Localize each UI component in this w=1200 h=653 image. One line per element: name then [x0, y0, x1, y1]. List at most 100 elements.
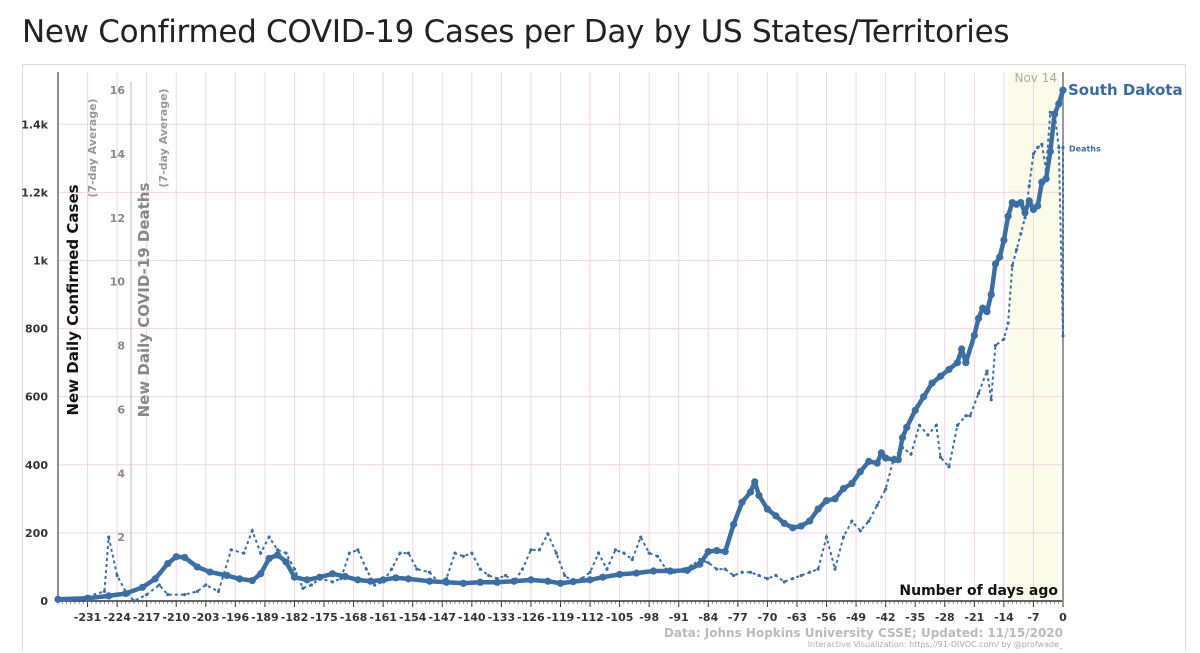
deaths-point — [275, 548, 280, 552]
x-tick-label: -28 — [935, 611, 955, 624]
y2-axis-sublabel: (7-day Average) — [157, 88, 170, 187]
x-tick-label: -175 — [310, 611, 338, 624]
y2-tick-label: 6 — [117, 403, 125, 416]
deaths-point — [605, 567, 609, 571]
deaths-point — [470, 551, 474, 555]
cases-point — [425, 577, 434, 585]
deaths-point — [841, 535, 846, 539]
cases-point — [974, 314, 983, 322]
deaths-point — [900, 446, 905, 450]
cases-point — [282, 558, 290, 566]
x-tick-label: -35 — [905, 611, 925, 624]
cases-point — [789, 524, 797, 532]
deaths-point — [926, 433, 930, 437]
cases-point — [172, 553, 180, 561]
deaths-point — [732, 573, 736, 578]
deaths-point — [791, 577, 795, 581]
cases-point — [206, 568, 214, 576]
x-tick-label: -63 — [787, 611, 807, 624]
y-tick-label: 1.2k — [21, 186, 48, 199]
deaths-point — [339, 577, 343, 581]
y2-tick-label: 2 — [117, 531, 125, 544]
cases-point — [1004, 212, 1012, 220]
deaths-point — [976, 391, 981, 396]
deaths-point — [301, 586, 305, 590]
deaths-point — [858, 529, 862, 533]
deaths-point — [1052, 110, 1057, 114]
deaths-point — [968, 414, 972, 418]
deaths-point — [157, 583, 161, 587]
deaths-point — [892, 455, 896, 459]
y-axis-label: New Daily Confirmed Cases — [64, 184, 82, 415]
grid — [58, 72, 1064, 602]
deaths-point — [292, 567, 297, 571]
cases-point — [848, 479, 856, 488]
deaths-point — [689, 564, 694, 568]
deaths-point — [850, 519, 854, 523]
deaths-point — [347, 551, 351, 555]
cases-point — [556, 579, 565, 587]
deaths-point — [985, 369, 989, 373]
deaths-point — [132, 599, 136, 603]
cases-point — [121, 589, 130, 598]
cases-point — [649, 567, 657, 575]
cases-point — [1000, 236, 1008, 244]
cases-point — [303, 576, 311, 584]
deaths-point — [436, 580, 440, 584]
cases-point — [983, 307, 991, 316]
y-tick-label: 200 — [25, 527, 48, 540]
cases-point — [987, 290, 995, 299]
x-tick-label: -84 — [698, 611, 718, 624]
cases-point — [962, 359, 970, 367]
y-tick-label: 800 — [25, 323, 48, 336]
deaths-point — [622, 551, 626, 555]
y2-tick-label: 8 — [117, 340, 125, 353]
deaths-point — [1040, 142, 1044, 146]
cases-point — [527, 576, 535, 584]
cases-point — [865, 457, 873, 465]
cases-point — [105, 592, 113, 600]
deaths-point — [250, 529, 254, 533]
deaths-point — [166, 593, 170, 597]
x-tick-label: -14 — [994, 611, 1014, 624]
deaths-point — [909, 452, 913, 456]
deaths-point — [1010, 264, 1014, 268]
cases-point — [822, 496, 831, 505]
deaths-point — [698, 557, 702, 562]
deaths-point — [461, 554, 465, 558]
deaths-point — [833, 567, 837, 571]
x-tick-label: -42 — [876, 611, 896, 624]
x-tick-label: -161 — [369, 611, 397, 624]
x-tick-label: -224 — [103, 611, 131, 624]
cases-point — [746, 488, 755, 496]
deaths-point — [318, 577, 322, 581]
deaths-point — [715, 567, 719, 571]
cases-point — [164, 559, 172, 568]
cases-point — [780, 519, 788, 527]
deaths-point — [229, 548, 233, 552]
cases-point — [328, 570, 337, 578]
deaths-point — [723, 567, 727, 571]
cases-point — [806, 517, 814, 525]
x-tick-label: -140 — [458, 611, 486, 624]
deaths-point — [520, 567, 525, 571]
x-tick-label: -119 — [547, 611, 575, 624]
deaths-point — [934, 423, 938, 427]
cases-point — [991, 260, 1000, 268]
deaths-point — [81, 596, 85, 600]
deaths-point — [242, 551, 246, 555]
deaths-point — [204, 583, 208, 587]
y2-tick-label: 16 — [110, 84, 126, 97]
cases-point — [721, 548, 729, 556]
deaths-point — [1057, 145, 1061, 150]
deaths-point — [938, 455, 943, 459]
deaths-point — [267, 535, 271, 539]
y2-tick-label: 4 — [117, 467, 125, 480]
series-layer — [54, 86, 1067, 603]
date-marker-label: Nov 14 — [1014, 71, 1057, 85]
cases-point — [730, 520, 738, 528]
x-tick-label: -231 — [74, 611, 102, 624]
credit-line: Interactive Visualization: https://91-DI… — [808, 640, 1064, 649]
cases-point — [476, 578, 484, 586]
cases-point — [945, 365, 953, 374]
